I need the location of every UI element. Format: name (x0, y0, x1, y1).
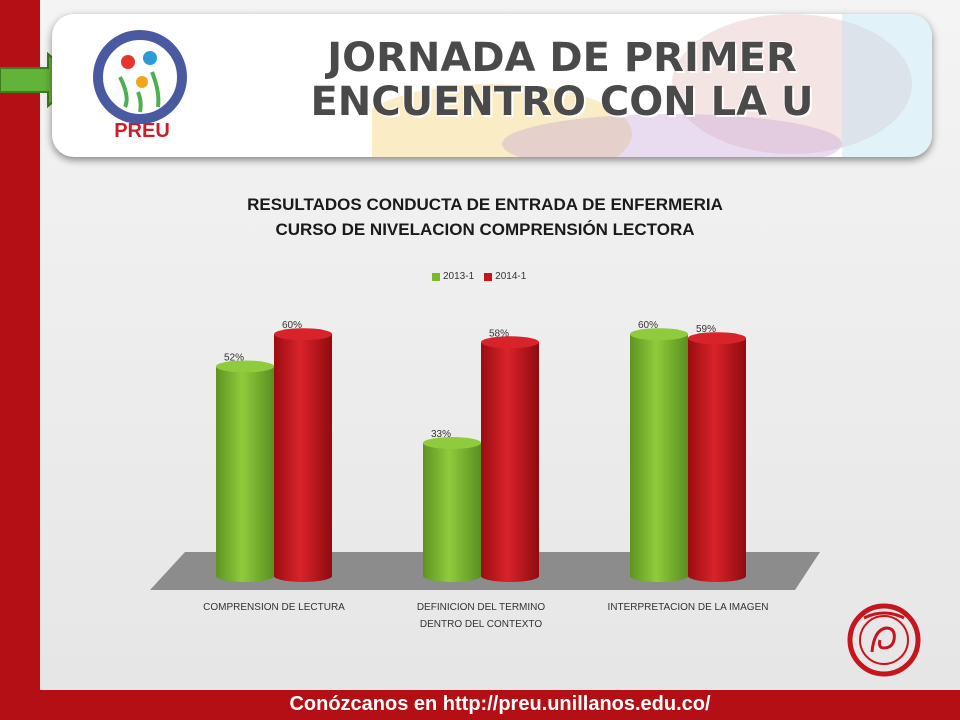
legend-item-2014: 2014-1 (484, 271, 526, 282)
preu-logo-icon (93, 30, 187, 124)
page-title: JORNADA DE PRIMER ENCUENTRO CON LA U (262, 36, 862, 124)
legend-item-2013: 2013-1 (432, 271, 474, 282)
chart-title-line-2: CURSO DE NIVELACION COMPRENSIÓN LECTORA (275, 220, 695, 239)
title-line-1: JORNADA DE PRIMER (327, 35, 797, 81)
x-tick-label: DENTRO DEL CONTEXTO (420, 619, 542, 630)
data-label: 33% (431, 429, 451, 440)
data-label: 60% (638, 320, 658, 331)
bar-2014-1-1 (481, 336, 539, 582)
footer-url[interactable]: Conózcanos en http://preu.unillanos.edu.… (40, 690, 960, 720)
bar-2013-1-2 (630, 328, 688, 582)
data-label: 52% (224, 352, 244, 363)
data-label: 60% (282, 320, 302, 331)
legend-label-2014: 2014-1 (495, 271, 527, 282)
title-line-2: ENCUENTRO CON LA U (310, 79, 814, 125)
x-tick-label: DEFINICION DEL TERMINO (417, 602, 546, 613)
bar-2013-1-0 (216, 360, 274, 582)
legend-swatch-2014 (484, 272, 493, 281)
bar-2013-1-1 (423, 437, 481, 582)
chart-title: RESULTADOS CONDUCTA DE ENTRADA DE ENFERM… (150, 192, 820, 242)
legend-swatch-2013 (432, 272, 440, 281)
legend-label-2013: 2013-1 (443, 271, 475, 282)
chart-title-line-1: RESULTADOS CONDUCTA DE ENTRADA DE ENFERM… (247, 195, 723, 214)
unillanos-logo-icon (847, 603, 921, 677)
data-label: 58% (489, 328, 509, 339)
bar-2014-1-0 (274, 328, 332, 582)
x-tick-label: INTERPRETACION DE LA IMAGEN (608, 602, 769, 613)
chart-legend: 2013-1 2014-1 (432, 271, 526, 282)
x-tick-label: COMPRENSION DE LECTURA (203, 602, 345, 613)
logo-text: PREU (114, 120, 170, 142)
banner-decoration (372, 14, 932, 157)
header-banner: JORNADA DE PRIMER ENCUENTRO CON LA U (52, 14, 932, 157)
bar-chart: 52% 60% 33% 58% 60% 59% COMPRENSION DE LECTUR… (150, 320, 820, 630)
bar-2014-1-2 (688, 332, 746, 582)
data-label: 59% (696, 324, 716, 335)
